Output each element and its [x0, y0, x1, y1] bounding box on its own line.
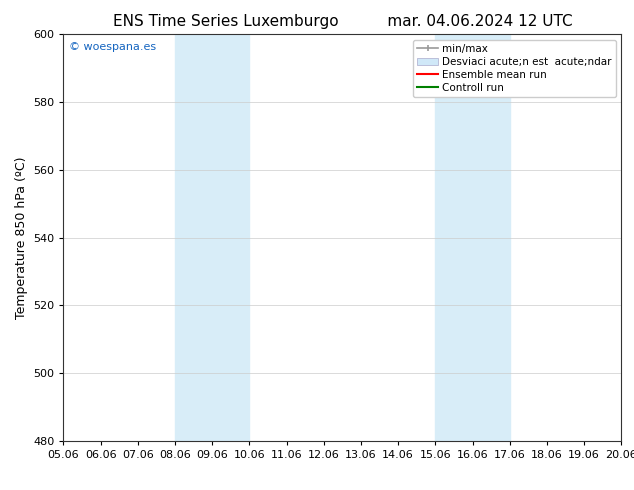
Text: © woespana.es: © woespana.es [69, 43, 156, 52]
Title: ENS Time Series Luxemburgo          mar. 04.06.2024 12 UTC: ENS Time Series Luxemburgo mar. 04.06.20… [113, 14, 572, 29]
Legend: min/max, Desviaci acute;n est  acute;ndar, Ensemble mean run, Controll run: min/max, Desviaci acute;n est acute;ndar… [413, 40, 616, 97]
Bar [436, 34, 510, 441]
Bar [175, 34, 249, 441]
Y-axis label: Temperature 850 hPa (ºC): Temperature 850 hPa (ºC) [15, 156, 27, 319]
